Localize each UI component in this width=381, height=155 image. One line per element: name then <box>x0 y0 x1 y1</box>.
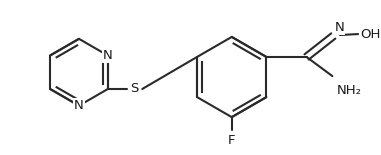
Text: S: S <box>130 82 139 95</box>
Text: N: N <box>74 99 84 112</box>
Text: N: N <box>103 49 113 62</box>
Text: F: F <box>228 134 235 147</box>
Text: OH: OH <box>360 28 380 41</box>
Text: NH₂: NH₂ <box>337 84 362 97</box>
Text: N: N <box>334 21 344 34</box>
